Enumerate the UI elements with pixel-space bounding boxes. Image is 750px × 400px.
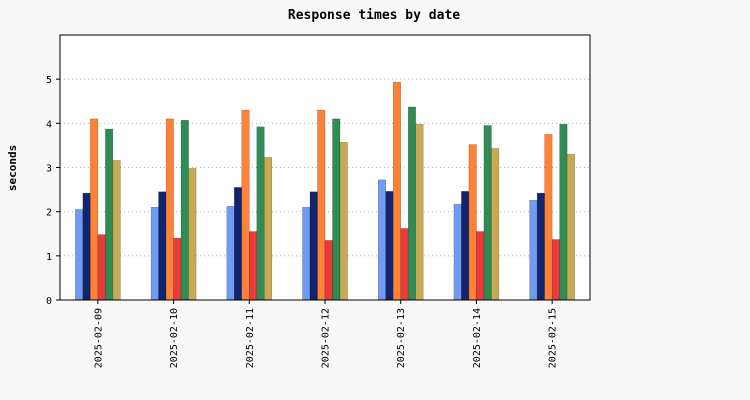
bar (180, 119, 189, 301)
x-tick-label: 2025-02-11 (245, 308, 256, 368)
bar (377, 179, 386, 301)
bar (332, 118, 341, 301)
y-tick-label: 3 (46, 164, 52, 175)
bar (544, 134, 553, 301)
bar (339, 142, 348, 301)
y-tick-label: 0 (46, 296, 52, 307)
bar (112, 160, 121, 301)
bar (97, 234, 106, 301)
bar (256, 126, 265, 301)
bar (264, 157, 273, 301)
axis-ticks: 0 1 2 3 4 5 2025-02-09 2025-02-10 2025-02-11 2025… (46, 75, 559, 368)
bar (476, 231, 485, 301)
bar (105, 128, 114, 301)
bar (461, 191, 470, 301)
x-tick-label: 2025-02-14 (472, 308, 483, 368)
bar (468, 144, 477, 301)
bar (234, 187, 243, 301)
bars (75, 82, 575, 301)
x-tick-label: 2025-02-15 (548, 308, 559, 368)
bar (407, 106, 416, 301)
bar (559, 123, 568, 301)
bar (309, 191, 318, 301)
bar (302, 207, 311, 301)
x-tick-label: 2025-02-09 (93, 308, 104, 368)
bar (483, 125, 492, 301)
x-tick-label: 2025-02-12 (321, 308, 332, 368)
y-tick-label: 1 (46, 252, 52, 263)
bar (536, 192, 545, 301)
y-tick-label: 4 (46, 119, 52, 130)
y-axis-label: seconds (6, 145, 19, 191)
bar (491, 148, 500, 301)
bar (226, 206, 235, 301)
bar (90, 118, 99, 301)
bar (566, 154, 575, 301)
bar (529, 199, 538, 301)
bar (173, 237, 182, 301)
bar (158, 191, 167, 301)
bar (82, 192, 91, 301)
bar (324, 240, 333, 301)
bar (453, 203, 462, 301)
bar (241, 109, 250, 301)
bar (249, 231, 258, 301)
chart-title: Response times by date (288, 8, 460, 23)
bar (150, 207, 159, 301)
bar (551, 239, 560, 301)
y-tick-label: 5 (46, 75, 52, 86)
bar (415, 123, 424, 301)
x-tick-label: 2025-02-13 (396, 308, 407, 368)
bar (317, 109, 326, 301)
x-tick-label: 2025-02-10 (169, 308, 180, 368)
bar (385, 191, 394, 301)
y-tick-label: 2 (46, 208, 52, 219)
bar (188, 168, 197, 301)
bar (165, 118, 174, 301)
bar (75, 209, 84, 301)
bar (400, 228, 409, 301)
bar (392, 82, 401, 301)
